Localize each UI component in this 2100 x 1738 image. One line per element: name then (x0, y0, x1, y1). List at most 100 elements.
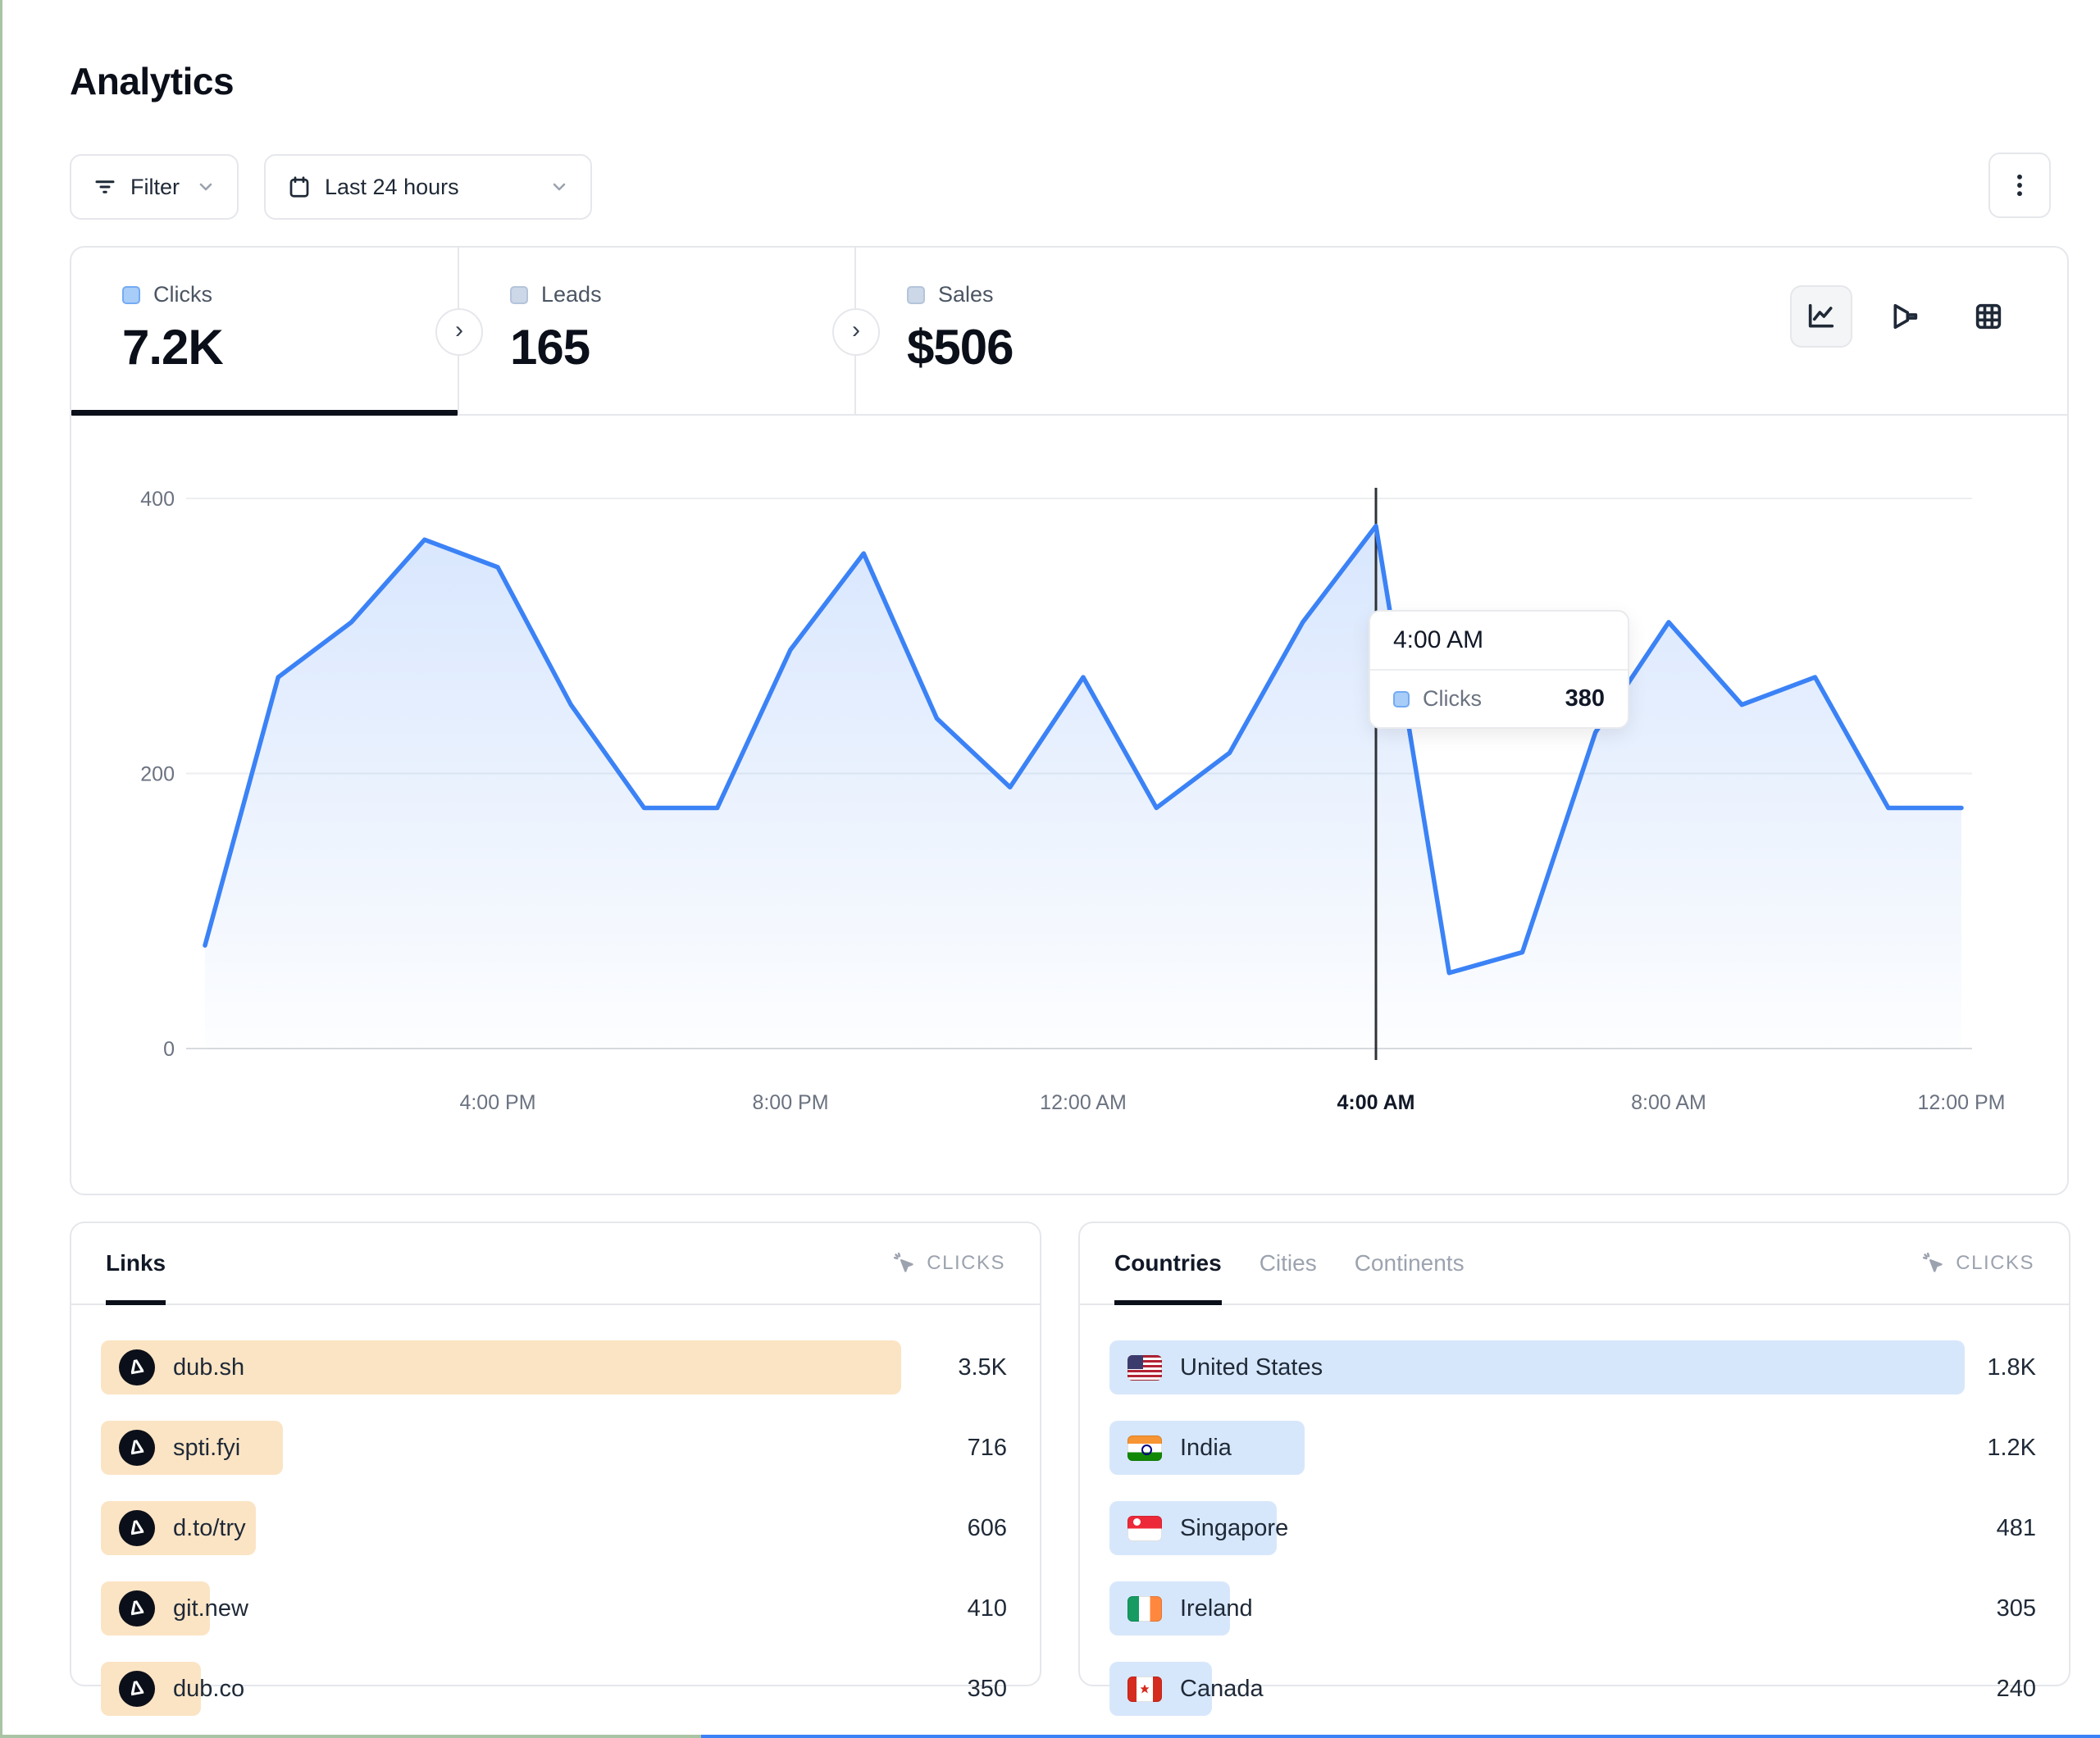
dub-logo-icon: Δ (119, 1590, 155, 1627)
country-label: Canada (1180, 1675, 1264, 1702)
filter-button[interactable]: Filter (70, 154, 239, 220)
expand-leads-chevron-button[interactable]: › (832, 308, 880, 356)
stat-label: Sales (938, 282, 994, 307)
leads-value: 165 (510, 320, 590, 375)
chart-plot-svg: 0 200 400 4:00 PM 8:00 PM 12:00 AM 4:00 AM 8:00… (140, 488, 2006, 1114)
chart-view-toggles (1790, 285, 2020, 348)
us-flag-icon (1127, 1354, 1162, 1381)
link-row[interactable]: Δ dub.sh 3.5K (101, 1335, 1010, 1400)
tab-clicks[interactable]: Clicks 7.2K (71, 248, 459, 416)
sales-series-square-icon (907, 285, 925, 304)
country-row[interactable]: Canada 240 (1109, 1656, 2039, 1722)
tab-leads[interactable]: Leads 165 (459, 248, 856, 414)
tab-continents-label: Continents (1354, 1250, 1465, 1276)
sales-value: $506 (907, 320, 1014, 375)
link-label: git.new (173, 1595, 248, 1622)
india-flag-icon (1127, 1435, 1162, 1461)
tooltip-series-square-icon (1393, 690, 1410, 707)
table-view-button[interactable] (1957, 285, 2020, 348)
svg-text:8:00 AM: 8:00 AM (1631, 1091, 1706, 1114)
link-row[interactable]: Δ d.to/try 606 (101, 1495, 1010, 1561)
link-row[interactable]: Δ git.new 410 (101, 1576, 1010, 1641)
kebab-menu-icon (2008, 171, 2031, 199)
line-chart-icon (1805, 300, 1838, 333)
link-label: d.to/try (173, 1514, 246, 1541)
link-clicks-value: 716 (967, 1434, 1007, 1461)
country-bar (1109, 1340, 1966, 1394)
filter-button-label: Filter (130, 174, 180, 199)
link-clicks-value: 350 (967, 1675, 1007, 1702)
screen-edge-left (0, 0, 2, 1738)
stats-header: Clicks 7.2K Leads 165 Sales $506 › (71, 248, 2067, 416)
screen-edge-bottom-green (0, 1735, 701, 1738)
tab-countries[interactable]: Countries (1114, 1223, 1222, 1305)
page-title: Analytics (70, 60, 235, 102)
chevron-down-icon (549, 177, 569, 197)
chart-tooltip: 4:00 AM Clicks 380 (1369, 610, 1629, 729)
country-label: United States (1180, 1354, 1323, 1381)
active-tab-underline (106, 1300, 166, 1305)
dub-logo-icon: Δ (119, 1349, 155, 1385)
link-row[interactable]: Δ dub.co 350 (101, 1656, 1010, 1722)
link-label: spti.fyi (173, 1434, 241, 1461)
cursor-click-icon (892, 1251, 917, 1276)
geo-panel: Countries Cities Continents CLICKS (1078, 1222, 2070, 1716)
tab-countries-label: Countries (1114, 1250, 1222, 1276)
link-label: dub.co (173, 1675, 245, 1702)
country-row[interactable]: India 1.2K (1109, 1415, 2039, 1481)
link-clicks-value: 410 (967, 1595, 1007, 1622)
active-tab-underline (71, 410, 458, 416)
tooltip-value: 380 (1565, 685, 1605, 712)
country-clicks-value: 1.2K (1987, 1434, 2036, 1461)
tooltip-series-label: Clicks (1423, 686, 1482, 711)
line-chart-view-button[interactable] (1790, 285, 1852, 348)
links-metric-header[interactable]: CLICKS (892, 1251, 1005, 1276)
more-options-button[interactable] (1988, 152, 2051, 218)
link-row[interactable]: Δ spti.fyi 716 (101, 1415, 1010, 1481)
dub-logo-icon: Δ (119, 1430, 155, 1466)
country-label: Ireland (1180, 1595, 1253, 1622)
tab-sales[interactable]: Sales $506 (856, 248, 2067, 414)
country-row[interactable]: Singapore 481 (1109, 1495, 2039, 1561)
analytics-chart-card: Clicks 7.2K Leads 165 Sales $506 › (70, 246, 2069, 1195)
link-bar (101, 1340, 901, 1394)
dub-logo-icon: Δ (119, 1671, 155, 1707)
dub-logo-icon: Δ (119, 1510, 155, 1546)
tab-continents[interactable]: Continents (1355, 1223, 1465, 1304)
tab-cities[interactable]: Cities (1260, 1223, 1317, 1304)
clicks-series-square-icon (122, 285, 140, 304)
svg-text:200: 200 (140, 763, 175, 786)
active-tab-underline (1114, 1300, 1222, 1305)
clicks-value: 7.2K (122, 320, 224, 375)
filter-icon (93, 175, 117, 199)
geo-metric-header[interactable]: CLICKS (1921, 1251, 2034, 1276)
singapore-flag-icon (1127, 1515, 1162, 1541)
ireland-flag-icon (1127, 1595, 1162, 1622)
link-clicks-value: 3.5K (958, 1354, 1007, 1381)
calendar-icon (287, 175, 312, 199)
geo-metric-label: CLICKS (1956, 1252, 2034, 1274)
geo-panel-header: Countries Cities Continents CLICKS (1080, 1223, 2069, 1305)
expand-clicks-chevron-button[interactable]: › (435, 308, 483, 356)
country-row[interactable]: Ireland 305 (1109, 1576, 2039, 1641)
country-label: Singapore (1180, 1514, 1289, 1541)
country-row[interactable]: United States 1.8K (1109, 1335, 2039, 1400)
svg-text:12:00 PM: 12:00 PM (1917, 1091, 2005, 1114)
country-clicks-value: 240 (1996, 1675, 2036, 1702)
country-clicks-value: 481 (1996, 1514, 2036, 1541)
geo-rows: United States 1.8K India 1.2K Singapore … (1080, 1305, 2069, 1722)
tab-cities-label: Cities (1259, 1250, 1317, 1276)
leads-series-square-icon (510, 285, 528, 304)
tab-links[interactable]: Links (106, 1223, 166, 1305)
svg-text:4:00 PM: 4:00 PM (459, 1091, 535, 1114)
svg-text:8:00 PM: 8:00 PM (752, 1091, 828, 1114)
clicks-area-chart[interactable]: 0 200 400 4:00 PM 8:00 PM 12:00 AM 4:00 AM 8:00… (71, 416, 2067, 1194)
svg-text:0: 0 (163, 1038, 175, 1061)
svg-text:12:00 AM: 12:00 AM (1040, 1091, 1127, 1114)
funnel-view-button[interactable] (1874, 285, 1936, 348)
stat-label: Leads (541, 282, 602, 307)
link-clicks-value: 606 (967, 1514, 1007, 1541)
tooltip-time: 4:00 AM (1370, 612, 1628, 671)
date-range-button[interactable]: Last 24 hours (264, 154, 592, 220)
